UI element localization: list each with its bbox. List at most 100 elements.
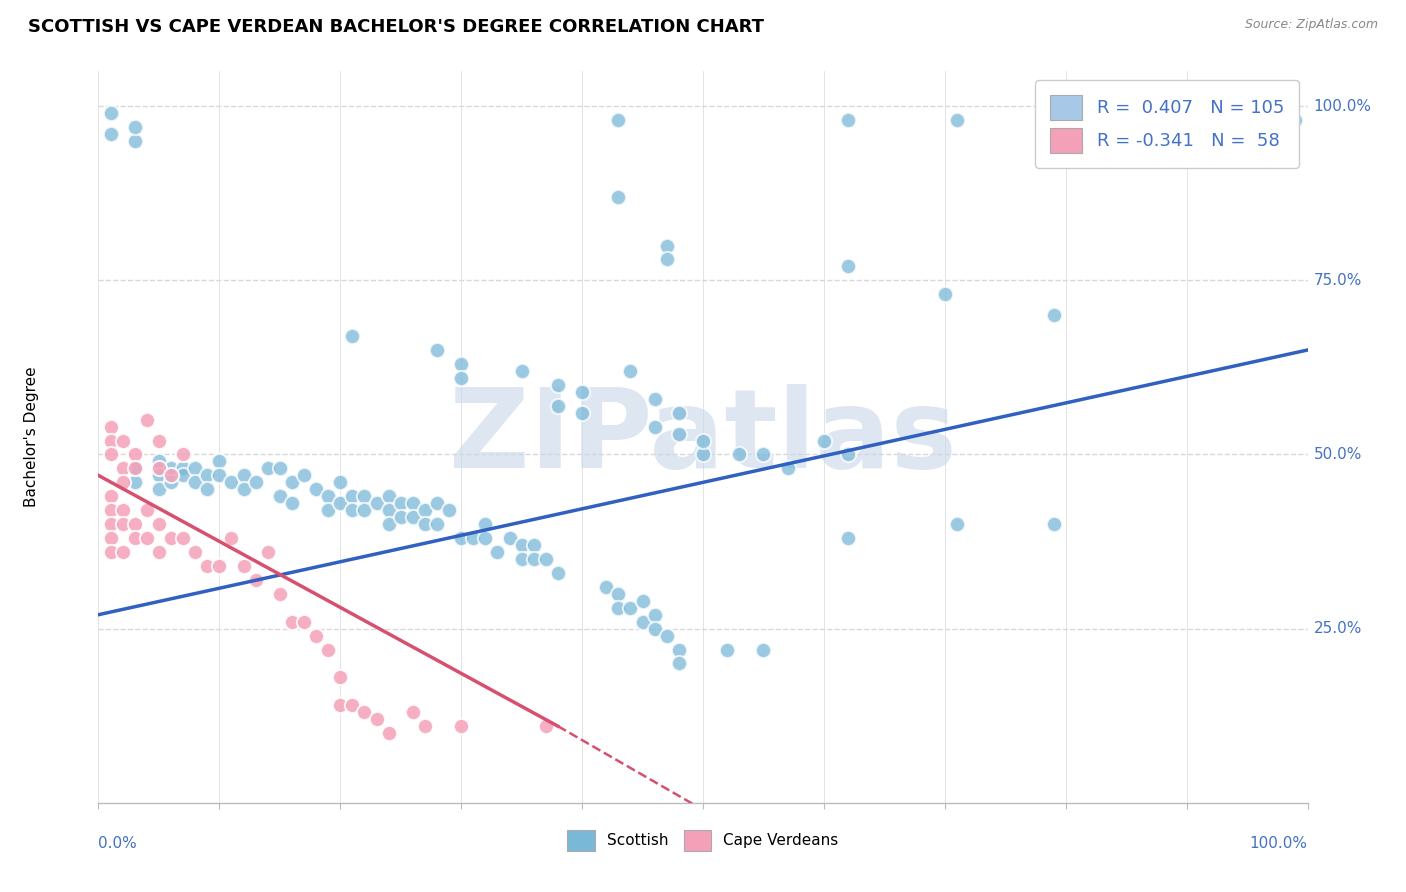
Point [413,719,436,733]
Point [329,670,352,684]
Point [281,615,304,629]
Point [100,517,122,532]
Text: 0.0%: 0.0% [98,836,138,851]
Point [184,461,207,475]
Point [450,531,472,545]
Text: Source: ZipAtlas.com: Source: ZipAtlas.com [1244,18,1378,31]
Point [124,517,146,532]
Point [195,558,218,573]
Point [510,538,533,552]
Point [269,587,291,601]
Point [111,517,134,532]
Point [644,607,666,622]
Point [377,726,399,740]
Point [655,238,678,252]
Point [1042,308,1064,322]
Point [124,448,146,462]
Point [534,719,557,733]
Point [353,489,375,503]
Point [837,260,859,274]
Point [668,657,690,671]
Text: 50.0%: 50.0% [1313,447,1362,462]
Point [486,545,509,559]
Point [389,510,412,524]
Point [450,719,472,733]
Point [148,434,170,448]
Point [342,503,364,517]
Point [281,496,304,510]
Point [728,448,751,462]
Point [305,629,328,643]
Point [619,600,641,615]
Point [342,698,364,713]
Point [124,461,146,475]
Point [837,448,859,462]
Point [111,461,134,475]
Point [692,448,714,462]
Point [946,517,969,532]
Text: Bachelor's Degree: Bachelor's Degree [24,367,39,508]
Point [534,552,557,566]
Point [402,510,425,524]
Point [413,517,436,532]
Point [148,454,170,468]
Point [111,545,134,559]
Point [450,357,472,371]
Point [510,552,533,566]
Point [366,496,388,510]
Point [160,531,183,545]
Point [160,461,183,475]
Point [644,419,666,434]
Point [692,434,714,448]
Point [366,712,388,726]
Point [547,566,569,580]
Point [619,364,641,378]
Point [100,106,122,120]
Point [837,113,859,128]
Point [655,629,678,643]
Point [111,475,134,490]
Point [413,503,436,517]
Legend: Scottish, Cape Verdeans: Scottish, Cape Verdeans [561,823,845,857]
Point [571,384,593,399]
Point [148,483,170,497]
Point [547,377,569,392]
Point [946,113,969,128]
Point [208,468,231,483]
Point [607,113,630,128]
Point [668,642,690,657]
Point [232,468,254,483]
Point [148,517,170,532]
Point [389,496,412,510]
Text: 100.0%: 100.0% [1250,836,1308,851]
Point [111,434,134,448]
Point [245,573,267,587]
Point [232,558,254,573]
Point [245,475,267,490]
Point [752,448,775,462]
Point [172,531,194,545]
Point [631,594,654,608]
Point [716,642,738,657]
Point [160,475,183,490]
Point [172,468,194,483]
Point [1042,517,1064,532]
Point [208,454,231,468]
Text: SCOTTISH VS CAPE VERDEAN BACHELOR'S DEGREE CORRELATION CHART: SCOTTISH VS CAPE VERDEAN BACHELOR'S DEGR… [28,18,763,36]
Point [221,475,243,490]
Point [100,489,122,503]
Point [124,120,146,134]
Point [100,503,122,517]
Point [329,475,352,490]
Point [135,412,157,426]
Point [124,531,146,545]
Text: 25.0%: 25.0% [1313,621,1362,636]
Point [571,406,593,420]
Point [1284,113,1306,128]
Point [135,503,157,517]
Point [934,287,956,301]
Point [644,622,666,636]
Point [100,545,122,559]
Point [426,517,449,532]
Point [437,503,460,517]
